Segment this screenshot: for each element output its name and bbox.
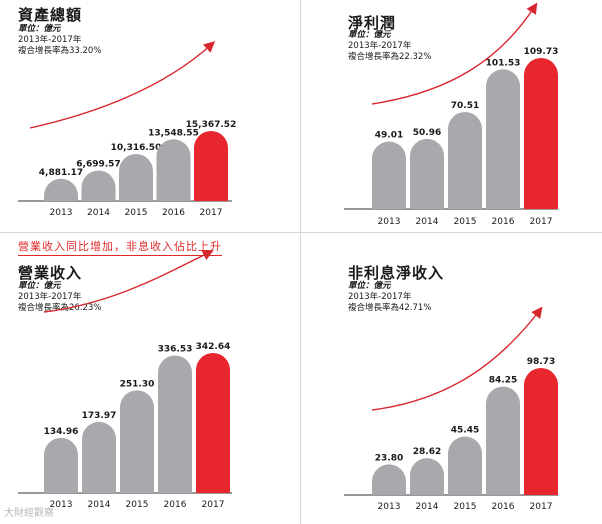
growth-arrow-icon — [371, 2, 538, 105]
bar-2013 — [44, 178, 78, 201]
bar-value-label: 23.80 — [375, 453, 403, 463]
bar-value-label: 4,881.17 — [39, 168, 83, 178]
bar-2013 — [372, 464, 406, 495]
x-tick-label: 2015 — [454, 502, 477, 512]
cagr-label: 複合增長率為42.71% — [348, 303, 432, 313]
bar-value-label: 342.64 — [196, 342, 231, 352]
bar-2015 — [448, 436, 482, 495]
x-tick-label: 2016 — [164, 500, 187, 510]
growth-arrow-icon — [371, 306, 543, 411]
bar-2016 — [486, 69, 520, 209]
x-tick-label: 2015 — [454, 217, 477, 227]
watermark: 大財經觀察 — [4, 508, 54, 519]
section-headline: 營業收入同比增加，非息收入佔比上升 — [18, 238, 222, 256]
panel-title-total-assets: 資產總額 — [18, 6, 83, 24]
period-label: 2013年-2017年 — [348, 41, 412, 51]
bar-value-label: 336.53 — [158, 344, 193, 354]
bar-2015 — [120, 390, 154, 493]
horizontal-divider — [0, 232, 602, 233]
panel-title-operating-income: 營業收入 — [18, 264, 83, 282]
x-tick-label: 2013 — [378, 217, 401, 227]
x-tick-label: 2015 — [125, 208, 148, 218]
x-tick-label: 2013 — [50, 208, 73, 218]
panel-title-net-profit: 淨利潤 — [348, 14, 397, 32]
bar-2017 — [196, 353, 230, 493]
bar-value-label: 101.53 — [486, 58, 521, 68]
bar-value-label: 13,548.55 — [148, 128, 199, 138]
x-tick-label: 2017 — [530, 502, 553, 512]
period-label: 2013年-2017年 — [18, 292, 82, 302]
bar-2014 — [410, 458, 444, 495]
chart-non-interest-income: 23.80 2013 28.62 2014 45.45 2015 84.25 2016 98.7… — [344, 306, 558, 512]
chart-total-assets: 4,881.17 2013 6,699.57 2014 10,316.50 2015 13,… — [18, 41, 237, 218]
bar-2016 — [156, 139, 191, 201]
bar-2017 — [524, 58, 558, 209]
bar-2014 — [82, 421, 116, 493]
x-tick-label: 2017 — [530, 217, 553, 227]
bar-value-label: 10,316.50 — [111, 143, 162, 153]
growth-arrow-icon — [43, 250, 214, 313]
panel-meta-net-profit: 單位：億元 2013年-2017年 複合增長率為22.32% — [348, 30, 431, 63]
chart-operating-income: 134.96 2013 173.97 2014 251.30 2015 336.53 2016… — [18, 250, 232, 510]
vertical-divider — [300, 0, 301, 524]
bar-value-label: 173.97 — [82, 411, 117, 421]
bar-2015 — [448, 111, 482, 209]
cagr-label: 複合增長率為33.20% — [18, 46, 102, 56]
period-label: 2013年-2017年 — [348, 292, 412, 302]
x-tick-label: 2017 — [200, 208, 223, 218]
unit-label: 單位：億元 — [348, 281, 391, 291]
panel-title-non-interest-income: 非利息淨收入 — [348, 264, 445, 282]
growth-arrow-icon — [29, 41, 216, 129]
bar-value-label: 28.62 — [413, 447, 441, 457]
bar-2014 — [81, 170, 116, 201]
bar-value-label: 98.73 — [527, 357, 555, 367]
bar-value-label: 50.96 — [413, 128, 441, 138]
panel-meta-non-interest-income: 單位：億元 2013年-2017年 複合增長率為42.71% — [348, 281, 431, 314]
x-tick-label: 2016 — [492, 217, 515, 227]
unit-label: 單位：億元 — [18, 24, 61, 34]
x-tick-label: 2014 — [87, 208, 110, 218]
bar-2014 — [410, 138, 444, 209]
x-tick-label: 2017 — [202, 500, 225, 510]
bar-value-label: 134.96 — [44, 427, 79, 437]
bar-2013 — [372, 141, 406, 209]
x-tick-label: 2016 — [162, 208, 185, 218]
bar-value-label: 70.51 — [451, 101, 479, 111]
bar-2015 — [119, 154, 153, 201]
cagr-label: 複合增長率為22.32% — [348, 52, 432, 62]
period-label: 2013年-2017年 — [18, 35, 82, 45]
unit-label: 單位：億元 — [348, 30, 391, 40]
bar-value-label: 251.30 — [120, 379, 155, 389]
chart-net-profit: 49.01 2013 50.96 2014 70.51 2015 101.53 2016 109… — [344, 2, 559, 227]
panel-meta-total-assets: 單位：億元 2013年-2017年 複合增長率為33.20% — [18, 24, 101, 57]
x-tick-label: 2014 — [416, 217, 439, 227]
bar-2017 — [524, 368, 558, 495]
x-tick-label: 2016 — [492, 502, 515, 512]
bar-value-label: 15,367.52 — [186, 120, 237, 130]
bar-2017 — [194, 131, 228, 201]
bar-value-label: 84.25 — [489, 376, 517, 386]
bar-2016 — [158, 355, 192, 493]
unit-label: 單位：億元 — [18, 281, 61, 291]
x-tick-label: 2014 — [416, 502, 439, 512]
cagr-label: 複合增長率為26.23% — [18, 303, 102, 313]
bar-value-label: 49.01 — [375, 131, 403, 141]
bar-value-label: 45.45 — [451, 426, 479, 436]
x-tick-label: 2014 — [88, 500, 111, 510]
panel-meta-operating-income: 單位：億元 2013年-2017年 複合增長率為26.23% — [18, 281, 101, 314]
x-tick-label: 2013 — [50, 500, 73, 510]
bar-2013 — [44, 437, 78, 493]
bar-2016 — [486, 386, 520, 495]
x-tick-label: 2013 — [378, 502, 401, 512]
bar-value-label: 6,699.57 — [76, 159, 120, 169]
bar-value-label: 109.73 — [524, 47, 559, 57]
x-tick-label: 2015 — [126, 500, 149, 510]
